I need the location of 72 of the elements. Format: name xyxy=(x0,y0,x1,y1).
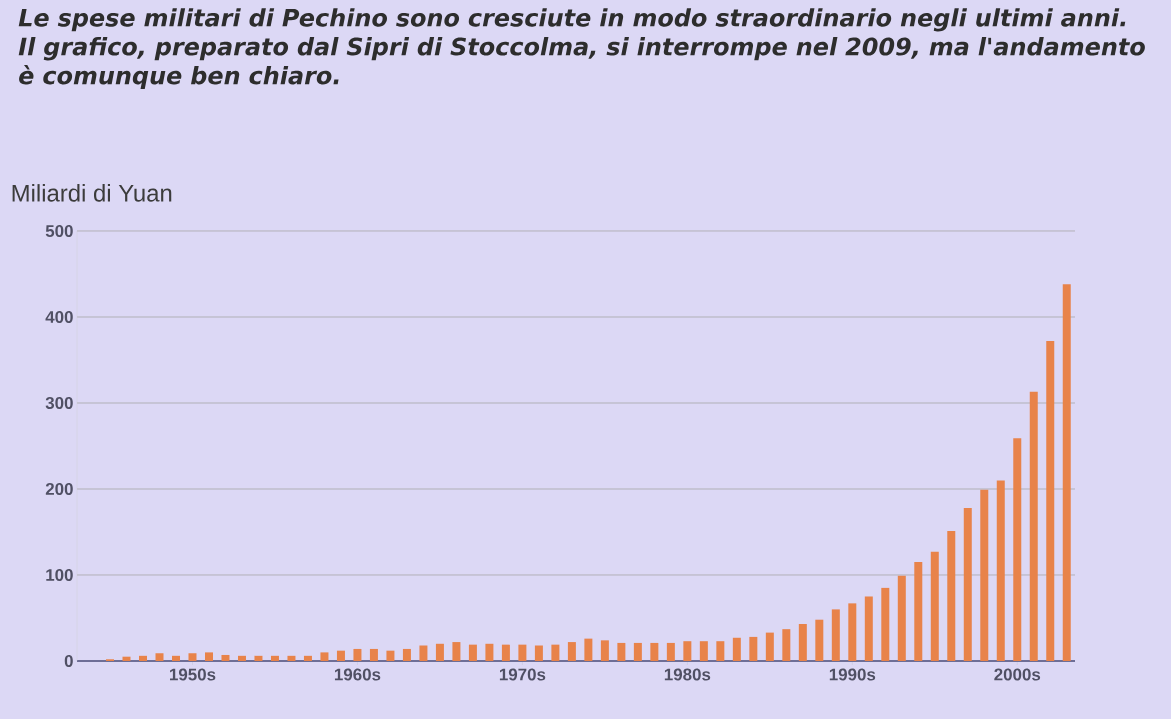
bar xyxy=(732,637,741,661)
chart-title: Le spese militari di Pechino sono cresciute in modo straordinario negli ultimi anni. Il grafico, preparato dal Sipri di Stoccolma, si interrompe nel 2009, ma l'andamento è comunque ben chiaro. xyxy=(18,8,1145,90)
bar xyxy=(1013,438,1022,661)
x-tick-label: 1960s xyxy=(334,668,381,681)
bar xyxy=(716,641,725,661)
bar xyxy=(980,489,989,661)
bar xyxy=(171,655,180,661)
x-tick-label: 2000s xyxy=(994,668,1041,681)
y-tick-label: 500 xyxy=(45,224,73,237)
bar xyxy=(551,644,560,661)
bar xyxy=(831,609,840,661)
bar xyxy=(567,642,576,661)
bar xyxy=(1062,284,1071,661)
bar xyxy=(848,603,857,661)
bar xyxy=(699,641,708,661)
x-tick-label: 1970s xyxy=(499,668,546,681)
bar xyxy=(303,655,312,661)
bar xyxy=(947,531,956,661)
bar xyxy=(485,643,494,661)
x-tick-label: 1990s xyxy=(829,668,876,681)
y-tick-label: 0 xyxy=(64,654,73,667)
bar xyxy=(221,654,230,661)
bar xyxy=(419,645,428,661)
y-tick-label: 400 xyxy=(45,310,73,323)
bar xyxy=(683,641,692,661)
bar xyxy=(188,653,197,661)
bar xyxy=(139,655,147,661)
bar xyxy=(336,650,345,661)
bar xyxy=(798,624,807,661)
bar xyxy=(435,643,444,661)
bar xyxy=(534,645,543,661)
x-tick-label: 1950s xyxy=(170,668,216,681)
bar xyxy=(881,587,890,661)
bar xyxy=(468,644,477,661)
bar xyxy=(782,629,791,661)
bar xyxy=(402,648,411,661)
y-tick-label: 200 xyxy=(45,482,73,495)
bar xyxy=(369,648,378,661)
bar xyxy=(270,655,279,661)
bar xyxy=(897,575,906,661)
bar xyxy=(287,655,296,661)
bar xyxy=(452,642,461,661)
bar xyxy=(963,507,972,661)
bar xyxy=(864,596,873,661)
bar xyxy=(1046,341,1055,661)
bar xyxy=(765,632,774,661)
bar xyxy=(617,642,626,661)
bar xyxy=(320,652,329,661)
bar xyxy=(914,562,923,661)
bar xyxy=(237,655,246,661)
bar xyxy=(155,653,164,661)
bar xyxy=(1029,391,1038,661)
bar xyxy=(650,642,659,661)
bar xyxy=(996,480,1005,661)
bar xyxy=(122,656,131,661)
bar xyxy=(204,652,213,661)
bar xyxy=(930,551,939,661)
bar xyxy=(254,655,263,661)
x-tick-label: 1980s xyxy=(664,668,711,681)
bar xyxy=(633,642,642,661)
bar xyxy=(600,640,609,661)
y-tick-label: 300 xyxy=(45,396,73,409)
bar xyxy=(501,644,510,661)
bar xyxy=(815,619,824,661)
bar xyxy=(666,642,675,661)
bar xyxy=(584,638,593,661)
bar xyxy=(749,636,758,661)
bar xyxy=(518,644,527,661)
bar xyxy=(386,650,395,661)
y-axis-title: Miliardi di Yuan xyxy=(12,184,172,202)
y-tick-label: 100 xyxy=(46,568,73,581)
bar xyxy=(353,648,362,661)
